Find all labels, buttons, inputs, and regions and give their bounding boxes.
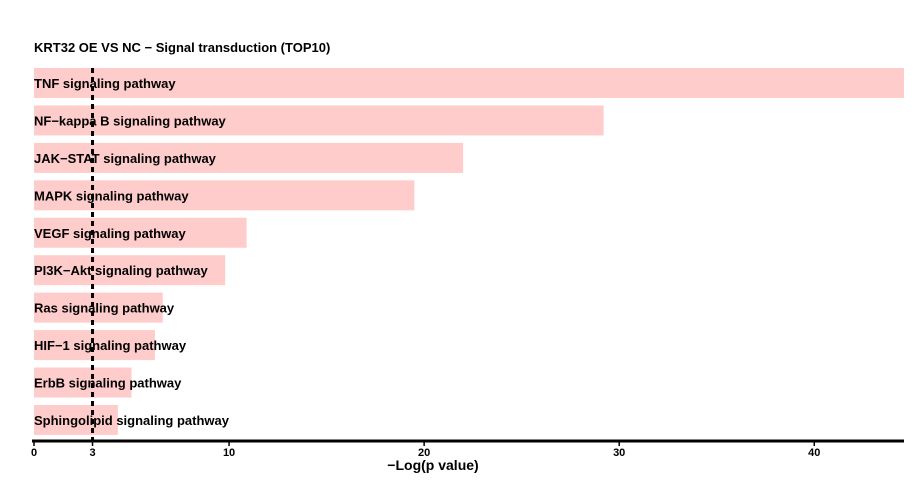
bar	[34, 367, 132, 398]
bar	[34, 68, 904, 98]
bar-label: MAPK signaling pathway	[34, 188, 189, 203]
bar	[34, 330, 155, 361]
x-tick-label: 40	[808, 447, 820, 459]
x-tick-label: 30	[613, 447, 625, 459]
x-tick-label: 3	[89, 447, 95, 459]
x-axis-title: −Log(p value)	[387, 457, 478, 473]
labels-layer: TNF signaling pathway NF−kappa B signalin…	[34, 76, 230, 428]
bar-label: ErbB signaling pathway	[34, 376, 182, 391]
bar-label: Sphingolipid signaling pathway	[34, 413, 230, 428]
bars-layer	[34, 68, 904, 435]
bar	[34, 404, 118, 435]
x-tick-label: 0	[31, 447, 37, 459]
x-tick-label: 20	[418, 447, 430, 459]
bar-label: HIF−1 signaling pathway	[34, 338, 187, 353]
chart-title: KRT32 OE VS NC − Signal transduction (TO…	[34, 40, 330, 55]
bar-label: TNF signaling pathway	[34, 76, 176, 91]
bar	[34, 255, 226, 286]
bar-label: JAK−STAT signaling pathway	[34, 151, 217, 166]
bar-label: VEGF signaling pathway	[34, 226, 186, 241]
bar	[34, 180, 415, 211]
bar	[34, 292, 163, 323]
bar	[34, 105, 604, 136]
x-axis: 0 3 10 20 30 40	[31, 439, 904, 459]
bar	[34, 217, 247, 248]
bar	[34, 142, 464, 173]
x-tick-label: 10	[223, 447, 235, 459]
bar-label: NF−kappa B signaling pathway	[34, 113, 227, 128]
bar-label: PI3K−Akt signaling pathway	[34, 263, 209, 278]
bar-label: Ras signaling pathway	[34, 301, 175, 316]
